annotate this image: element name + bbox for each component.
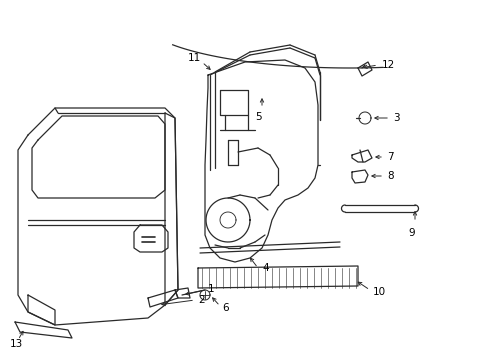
Text: 12: 12 bbox=[381, 60, 394, 70]
Text: 6: 6 bbox=[222, 303, 228, 313]
Text: 7: 7 bbox=[386, 152, 393, 162]
Text: 10: 10 bbox=[372, 287, 386, 297]
Text: 8: 8 bbox=[386, 171, 393, 181]
Text: 2: 2 bbox=[198, 295, 204, 305]
Text: 11: 11 bbox=[187, 53, 201, 63]
Text: 3: 3 bbox=[392, 113, 399, 123]
Text: 13: 13 bbox=[10, 339, 23, 349]
Text: 1: 1 bbox=[207, 284, 214, 294]
Text: 5: 5 bbox=[254, 112, 261, 122]
Text: 4: 4 bbox=[262, 263, 268, 273]
Text: 9: 9 bbox=[408, 228, 414, 238]
